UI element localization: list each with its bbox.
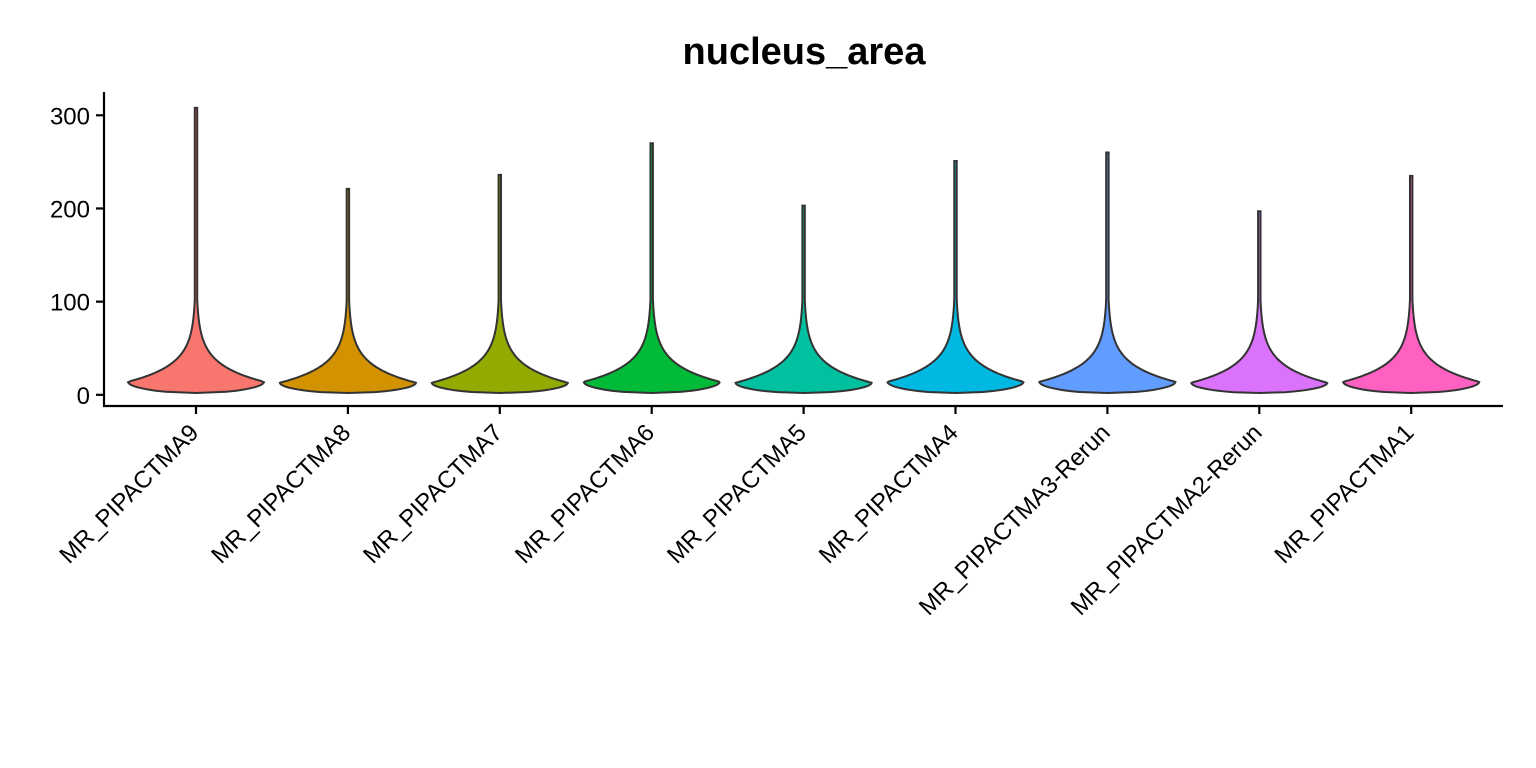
violin-mr_pipactma6 bbox=[582, 142, 721, 394]
x-tick-label: MR_PIPACTMA8 bbox=[206, 419, 356, 569]
violin-mr_pipactma5 bbox=[734, 204, 873, 394]
violin-mr_pipactma4 bbox=[886, 159, 1025, 394]
y-tick-label: 100 bbox=[50, 290, 90, 317]
violin-mr_pipactma7 bbox=[430, 173, 570, 394]
violin-mr_pipactma3-rerun bbox=[1038, 151, 1177, 394]
x-tick-label: MR_PIPACTMA9 bbox=[54, 419, 204, 569]
violin-mr_pipactma8 bbox=[278, 187, 418, 394]
y-tick-label: 0 bbox=[77, 383, 90, 410]
x-tick-label: MR_PIPACTMA4 bbox=[814, 419, 964, 569]
violin-mr_pipactma1 bbox=[1341, 174, 1481, 394]
x-tick-label: MR_PIPACTMA1 bbox=[1270, 419, 1420, 569]
chart-title: nucleus_area bbox=[683, 31, 927, 73]
y-tick-label: 300 bbox=[50, 103, 90, 130]
x-tick-label: MR_PIPACTMA7 bbox=[358, 419, 508, 569]
violin-mr_pipactma9 bbox=[126, 106, 266, 394]
y-axis-ticks: 0 100 200 300 bbox=[50, 103, 104, 410]
x-tick-label: MR_PIPACTMA5 bbox=[662, 419, 812, 569]
x-axis-ticks: MR_PIPACTMA9 MR_PIPACTMA8 MR_PIPACTMA7 MR_P… bbox=[54, 406, 1419, 621]
y-tick-label: 200 bbox=[50, 196, 90, 223]
violin-mr_pipactma2-rerun bbox=[1190, 210, 1329, 394]
violin-layer bbox=[126, 106, 1481, 394]
x-tick-label: MR_PIPACTMA6 bbox=[510, 419, 660, 569]
